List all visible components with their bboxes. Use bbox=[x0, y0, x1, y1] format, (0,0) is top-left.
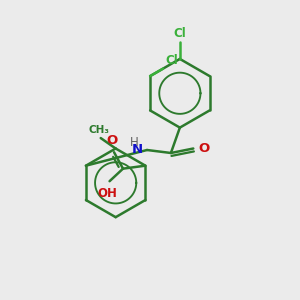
Text: O: O bbox=[106, 134, 117, 147]
Text: H: H bbox=[130, 136, 139, 149]
Text: Cl: Cl bbox=[173, 27, 186, 40]
Text: OH: OH bbox=[97, 187, 117, 200]
Text: O: O bbox=[199, 142, 210, 155]
Text: Cl: Cl bbox=[165, 54, 178, 67]
Text: N: N bbox=[131, 143, 142, 156]
Text: CH₃: CH₃ bbox=[89, 125, 110, 135]
